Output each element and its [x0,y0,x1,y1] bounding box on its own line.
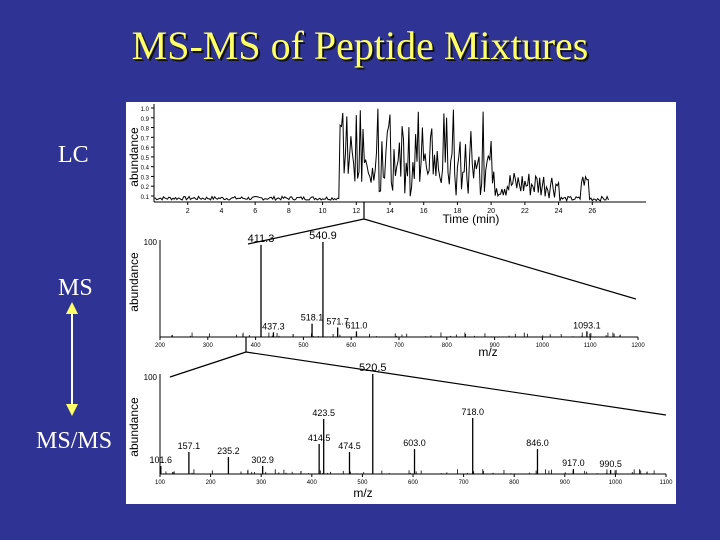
lc-y-tick-label: 0.3 [141,175,150,181]
lc-y-tick-label: 0.2 [141,185,150,191]
spectra-figure: abundance 1.0 0.9 0.8 0.7 0.6 0.5 0.4 0.3 0.2 0.1… [127,104,673,500]
msms-x-tick-label: 300 [256,480,267,486]
lc-x-tick-label: 10 [319,208,327,215]
lc-x-tick-label: 2 [186,208,190,215]
ms-peak-label: 411.3 [248,233,275,245]
lc-y-tick-label: 0.1 [141,195,150,201]
msms-peak-label: 423.5 [312,408,335,418]
ms-peak-label: 571.7 [326,317,349,327]
msms-y-top-tick: 100 [144,373,158,382]
lc-x-tick-label: 26 [588,208,596,215]
msms-x-tick-label: 500 [357,480,368,486]
msms-peak-label: 917.0 [562,458,585,468]
msms-x-tick-label: 1100 [660,480,674,486]
lc-y-tick-label: 0.9 [141,117,150,123]
ms-x-tick-label: 400 [251,343,262,349]
lc-x-tick-label: 22 [521,208,529,215]
lc-label: LC [58,142,89,168]
msms-peak-label: 603.0 [403,438,426,448]
ms-peak-label: 437.3 [262,321,285,331]
lc-y-tick-label: 0.4 [141,166,150,172]
ms-x-tick-label: 1200 [631,343,645,349]
lc-x-tick-label: 8 [287,208,291,215]
lc-x-tick-label: 24 [555,208,563,215]
lc-x-tick-label: 18 [454,208,462,215]
lc-y-tick-label: 0.7 [141,136,150,142]
lc-y-tick-label: 0.8 [141,127,150,133]
ms-x-tick-label: 200 [155,343,166,349]
msms-x-tick-label: 800 [509,480,520,486]
ms-x-tick-label: 1100 [584,343,598,349]
msms-x-tick-label: 600 [408,480,419,486]
lc-x-tick-label: 14 [386,208,394,215]
lc-y-tick-label: 0.6 [141,146,150,152]
msms-x-tick-label: 200 [206,480,217,486]
ms-x-tick-label: 900 [490,343,501,349]
msms-y-axis-label: abundance [127,397,141,457]
msms-peak-label: 101.6 [150,455,173,465]
spectra-panel: abundance 1.0 0.9 0.8 0.7 0.6 0.5 0.4 0.3 0.2 0.1… [126,102,676,504]
msms-x-tick-label: 400 [307,480,318,486]
msms-peak-label: 414.5 [308,433,331,443]
ms-x-axis-label: m/z [478,345,497,359]
msms-peak-label: 846.0 [526,438,549,448]
ms-x-tick-label: 500 [298,343,309,349]
ms-peak-label: 540.9 [309,230,337,242]
msms-label: MS/MS [36,428,113,454]
ms-y-axis-label: abundance [127,252,141,312]
msms-peak-label: 302.9 [251,455,274,465]
ms-x-tick-label: 700 [394,343,405,349]
msms-peak-label: 990.5 [599,459,622,469]
ms-x-tick-label: 300 [203,343,214,349]
msms-x-tick-label: 1000 [609,480,623,486]
ms-peak-label: 518.1 [301,313,324,323]
msms-peak-label: 235.2 [217,446,240,456]
ms-label: MS [58,275,93,301]
msms-spectrum: abundance 100 101.6 157.1 235.2 302.9 414.5 4… [127,362,673,500]
lc-y-tick-label: 1.0 [141,107,150,113]
lc-x-axis-label: Time (min) [443,212,500,226]
ms-x-tick-label: 800 [442,343,453,349]
ms-x-tick-label: 600 [346,343,357,349]
msms-peak-label: 157.1 [178,441,201,451]
lc-y-tick-label: 0.5 [141,156,150,162]
msms-x-tick-label: 900 [560,480,571,486]
lc-x-tick-label: 12 [352,208,360,215]
msms-x-tick-label: 100 [155,480,166,486]
lc-x-tick-label: 4 [219,208,223,215]
lc-x-tick-label: 16 [420,208,428,215]
lc-chromatogram: abundance 1.0 0.9 0.8 0.7 0.6 0.5 0.4 0.3 0.2 0.1… [127,104,646,226]
ms-x-tick-label: 1000 [536,343,550,349]
slide-title: MS-MS of Peptide Mixtures [131,23,589,68]
ms-peak-label: 611.0 [346,320,368,330]
msms-peak-label: 718.0 [461,407,484,417]
lc-x-tick-label: 20 [487,208,495,215]
lc-x-tick-label: 6 [253,208,257,215]
msms-x-tick-label: 700 [459,480,470,486]
msms-x-axis-label: m/z [353,486,372,500]
msms-peak-label: 474.5 [338,441,361,451]
bidirectional-arrow-icon [66,302,78,416]
lc-y-axis-label: abundance [127,127,141,187]
ms-y-top-tick: 100 [144,238,158,247]
msms-peak-label: 520.5 [359,362,387,374]
ms-peak-label: 1093.1 [573,320,601,330]
